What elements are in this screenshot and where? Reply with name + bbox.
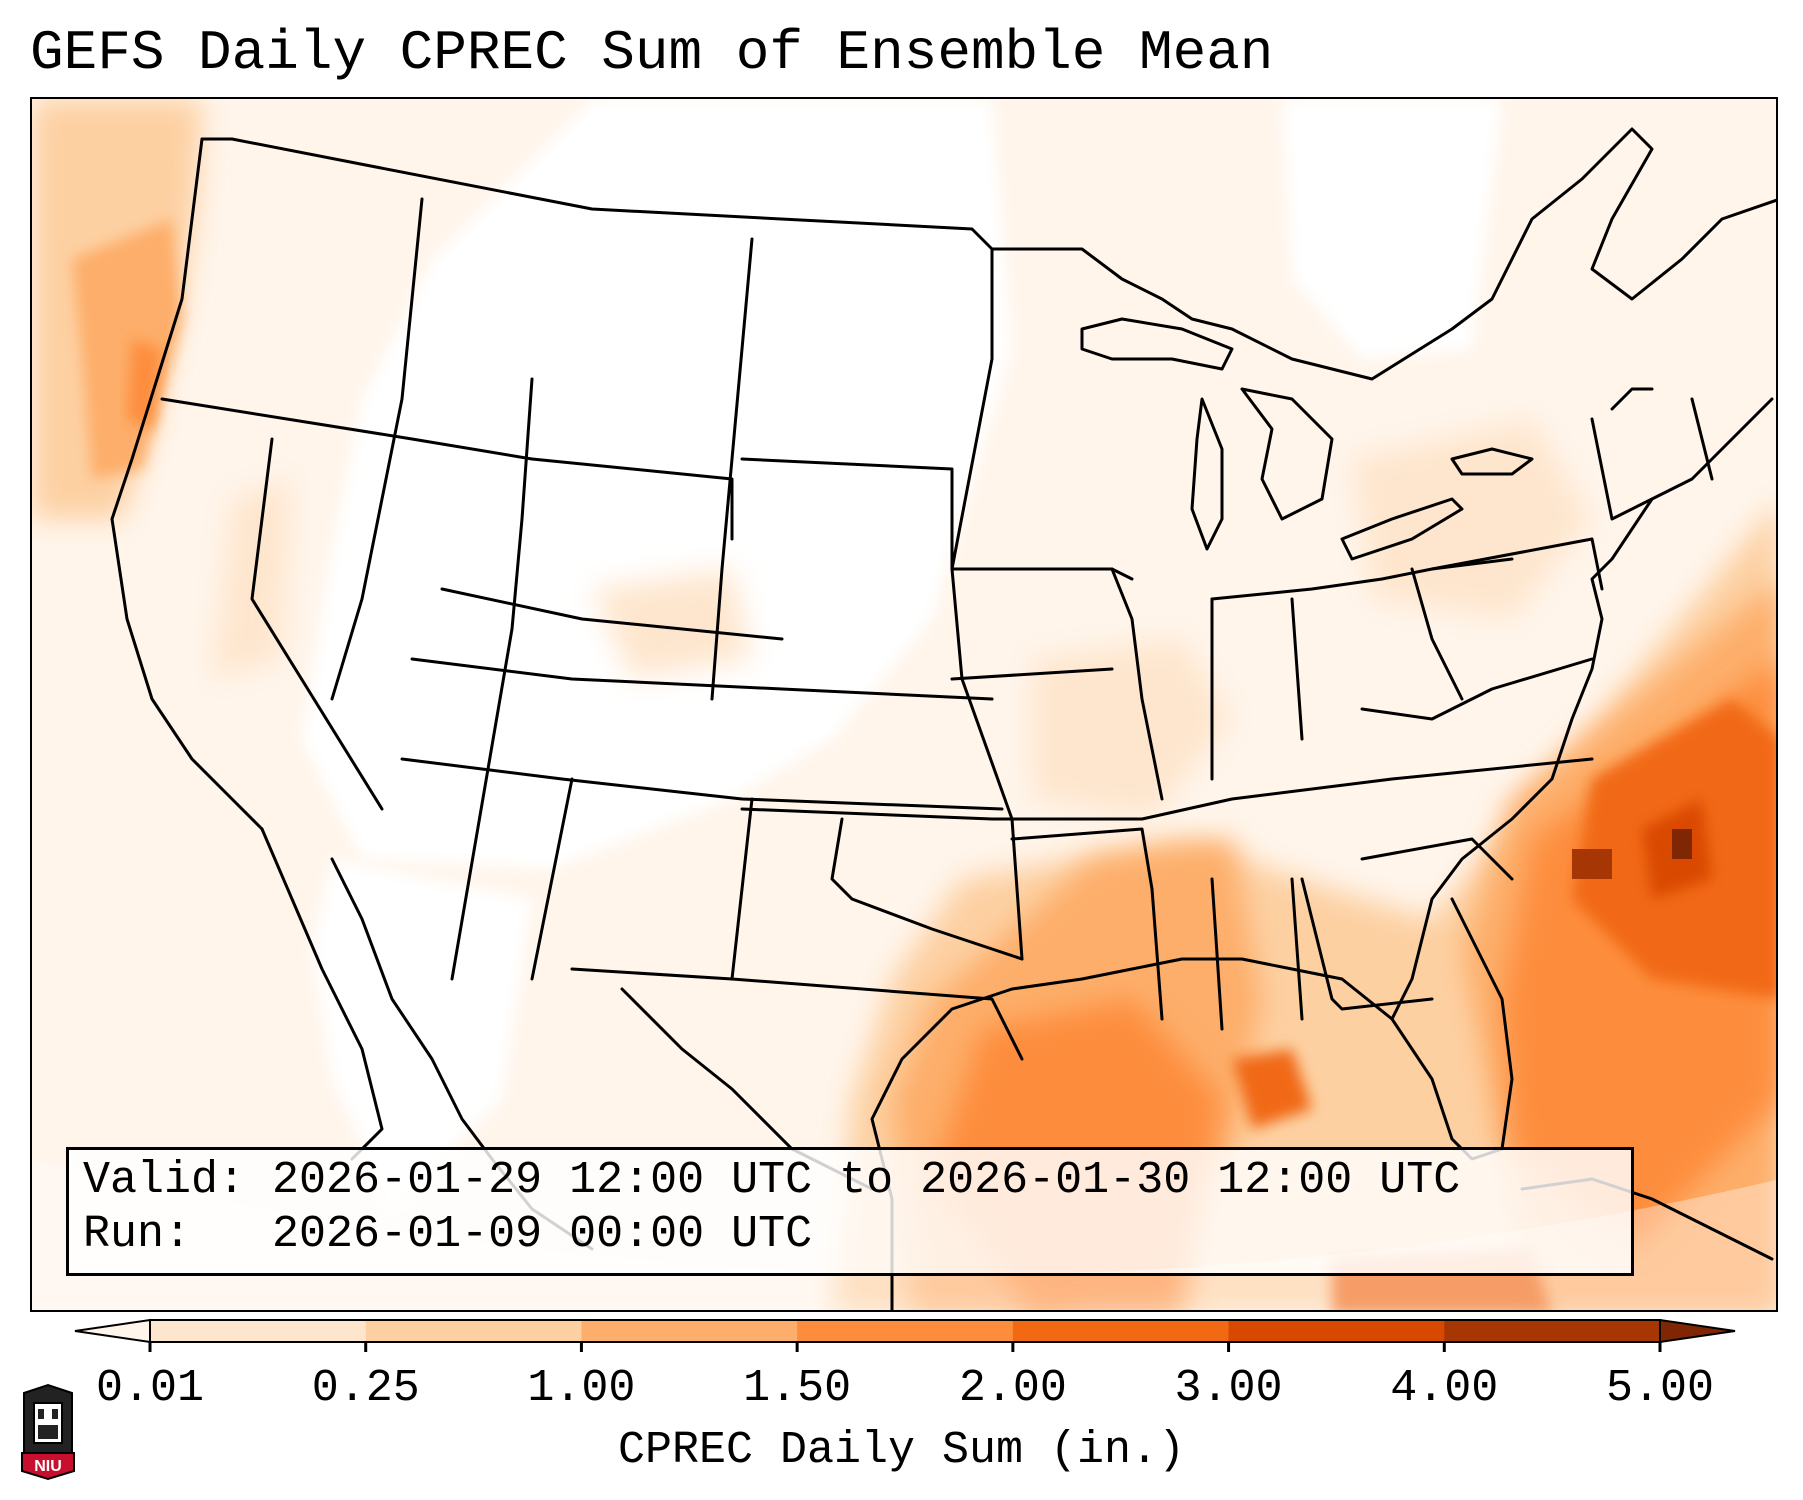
- colorbar-ticks: [148, 1342, 1662, 1352]
- colorbar-graphic: [74, 1318, 1736, 1352]
- colorbar-label: CPREC Daily Sum (in.): [617, 1425, 1186, 1476]
- colorbar-segment: [1444, 1320, 1661, 1342]
- colorbar-segment: [1012, 1320, 1230, 1342]
- colorbar-segment: [1228, 1320, 1445, 1342]
- valid-label: Valid:: [83, 1155, 246, 1206]
- run-label: Run:: [83, 1209, 192, 1260]
- colorbar-segment: [365, 1320, 582, 1342]
- map-panel: [30, 97, 1778, 1312]
- colorbar: 0.01 0.25 1.00 1.50 2.00 3.00 4.00 5.00 CPREC D…: [0, 1310, 1803, 1500]
- valid-value: 2026-01-29 12:00 UTC to 2026-01-30 12:00…: [272, 1155, 1461, 1206]
- run-row: Run: 2026-01-09 00:00 UTC: [83, 1208, 1617, 1262]
- colorbar-segment: [797, 1320, 1014, 1342]
- colorbar-tick-label: 4.00: [1390, 1363, 1499, 1414]
- valid-run-info-box: Valid: 2026-01-29 12:00 UTC to 2026-01-3…: [66, 1147, 1634, 1276]
- colorbar-segment: [150, 1320, 367, 1342]
- valid-row: Valid: 2026-01-29 12:00 UTC to 2026-01-3…: [83, 1154, 1617, 1208]
- chart-title: GEFS Daily CPREC Sum of Ensemble Mean: [30, 21, 1274, 85]
- colorbar-tick-label: 0.01: [95, 1363, 205, 1414]
- colorbar-extend-low: [74, 1318, 151, 1344]
- colorbar-tick-label: 2.00: [958, 1363, 1067, 1414]
- niu-logo: NIU: [21, 1383, 75, 1481]
- logo-text: NIU: [34, 1458, 62, 1475]
- colorbar-outline: [149, 1319, 1661, 1343]
- precip-map: [32, 99, 1776, 1310]
- colorbar-tick-label: 1.50: [743, 1363, 852, 1414]
- precip-shading: [32, 99, 1776, 1310]
- colorbar-tick-label: 5.00: [1605, 1363, 1715, 1414]
- colorbar-tick-label: 1.00: [527, 1363, 636, 1414]
- colorbar-tick-label: 0.25: [311, 1363, 420, 1414]
- colorbar-extend-high: [1659, 1318, 1736, 1344]
- colorbar-tick-label: 3.00: [1174, 1363, 1283, 1414]
- colorbar-segment: [581, 1320, 798, 1342]
- run-value: 2026-01-09 00:00 UTC: [272, 1209, 813, 1260]
- colorbar-segments: [74, 1318, 1736, 1344]
